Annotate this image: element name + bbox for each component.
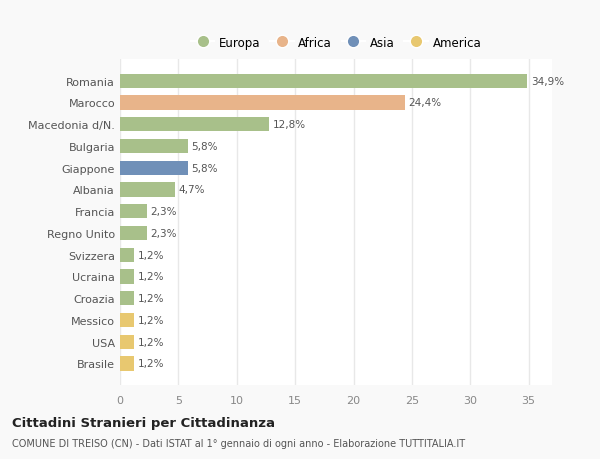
- Bar: [120, 183, 175, 197]
- Text: 1,2%: 1,2%: [137, 358, 164, 369]
- Bar: [120, 74, 527, 89]
- Bar: [120, 248, 134, 262]
- Text: 1,2%: 1,2%: [137, 294, 164, 303]
- Text: 1,2%: 1,2%: [137, 250, 164, 260]
- Text: 2,3%: 2,3%: [151, 207, 177, 217]
- Bar: [120, 205, 147, 219]
- Bar: [120, 357, 134, 371]
- Bar: [120, 291, 134, 306]
- Text: 24,4%: 24,4%: [409, 98, 442, 108]
- Text: 1,2%: 1,2%: [137, 272, 164, 282]
- Text: 2,3%: 2,3%: [151, 229, 177, 239]
- Bar: [120, 335, 134, 349]
- Text: 12,8%: 12,8%: [273, 120, 306, 130]
- Text: 34,9%: 34,9%: [531, 77, 564, 87]
- Text: 1,2%: 1,2%: [137, 337, 164, 347]
- Bar: [120, 118, 269, 132]
- Text: Cittadini Stranieri per Cittadinanza: Cittadini Stranieri per Cittadinanza: [12, 416, 275, 429]
- Text: 1,2%: 1,2%: [137, 315, 164, 325]
- Text: 5,8%: 5,8%: [191, 142, 218, 151]
- Bar: [120, 161, 188, 175]
- Bar: [120, 270, 134, 284]
- Text: 5,8%: 5,8%: [191, 163, 218, 174]
- Text: 4,7%: 4,7%: [178, 185, 205, 195]
- Bar: [120, 313, 134, 327]
- Legend: Europa, Africa, Asia, America: Europa, Africa, Asia, America: [187, 33, 485, 53]
- Bar: [120, 96, 405, 110]
- Text: COMUNE DI TREISO (CN) - Dati ISTAT al 1° gennaio di ogni anno - Elaborazione TUT: COMUNE DI TREISO (CN) - Dati ISTAT al 1°…: [12, 438, 465, 448]
- Bar: [120, 226, 147, 241]
- Bar: [120, 140, 188, 154]
